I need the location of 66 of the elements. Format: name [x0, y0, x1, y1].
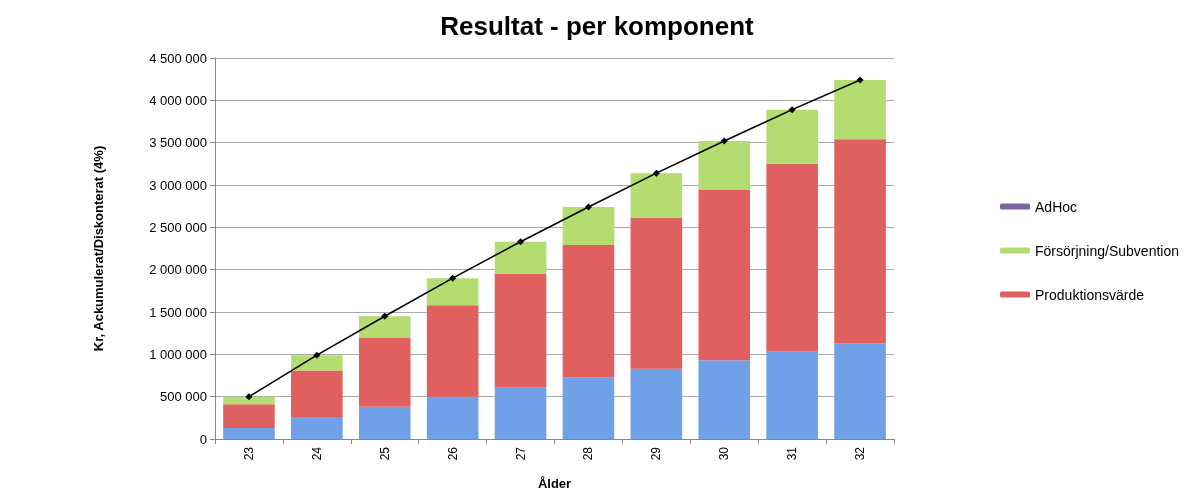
y-tick-label: 3 000 000	[149, 177, 207, 193]
bar	[562, 377, 615, 439]
bar	[630, 218, 683, 369]
y-axis-title: Kr, Ackumulerat/Diskonterat (4%)	[91, 145, 106, 352]
point	[720, 137, 728, 145]
bar	[494, 387, 547, 439]
bar	[834, 139, 886, 344]
legend-label: Produktionsvärde	[1035, 286, 1145, 303]
bar	[358, 337, 411, 407]
x-tick-label: 31	[785, 446, 800, 461]
point	[788, 106, 796, 114]
bar	[426, 396, 479, 439]
y-tick-label: 2 000 000	[149, 262, 207, 278]
point	[856, 76, 864, 84]
point	[449, 274, 457, 282]
bar	[291, 355, 343, 371]
x-tick-label: 26	[445, 446, 460, 461]
bar	[834, 80, 886, 140]
bar	[358, 406, 411, 439]
bar	[223, 427, 275, 439]
y-tick-label: 2 500 000	[149, 219, 207, 235]
legend-label: Försörjning/Subvention	[1035, 242, 1180, 259]
y-tick-label: 3 500 000	[149, 135, 207, 151]
bar	[834, 343, 886, 439]
point	[245, 393, 253, 401]
bar	[630, 368, 683, 439]
point	[313, 351, 321, 359]
bar	[291, 370, 343, 417]
bar	[698, 190, 751, 361]
x-tick-label: 23	[241, 446, 256, 461]
point	[517, 238, 525, 246]
bar	[358, 316, 411, 338]
x-tick-label: 27	[513, 446, 528, 461]
y-tick-label: 1 500 000	[149, 304, 207, 320]
y-tick-label: 0	[199, 431, 207, 447]
x-tick-label: 28	[581, 446, 596, 461]
x-tick-label: 24	[309, 446, 324, 461]
y-tick-label: 4 500 000	[149, 50, 207, 66]
bar	[223, 396, 275, 405]
bar	[494, 273, 547, 388]
bar	[630, 173, 683, 219]
y-tick-label: 500 000	[160, 389, 207, 405]
x-axis-title: Ålder	[537, 476, 572, 491]
bar	[494, 241, 547, 274]
y-tick-label: 4 000 000	[149, 92, 207, 108]
bar	[562, 245, 615, 378]
bar	[562, 207, 615, 246]
bar	[766, 163, 818, 352]
point	[381, 312, 389, 320]
bar	[426, 278, 479, 306]
bar	[766, 109, 818, 164]
legend-label: AdHoc	[1035, 198, 1078, 215]
x-tick-label: 32	[853, 446, 868, 461]
y-tick-label: 1 000 000	[149, 346, 207, 362]
bar	[698, 140, 751, 191]
bar	[291, 416, 343, 439]
x-tick-label: 25	[377, 446, 392, 461]
point	[584, 203, 592, 211]
chart-title: Resultat - per komponent	[440, 11, 755, 41]
x-tick-label: 29	[649, 446, 664, 461]
point	[652, 169, 660, 177]
x-tick-label: 30	[717, 446, 732, 461]
bar	[766, 351, 818, 439]
bar	[698, 360, 751, 439]
bar	[426, 305, 479, 397]
bar	[223, 404, 275, 428]
